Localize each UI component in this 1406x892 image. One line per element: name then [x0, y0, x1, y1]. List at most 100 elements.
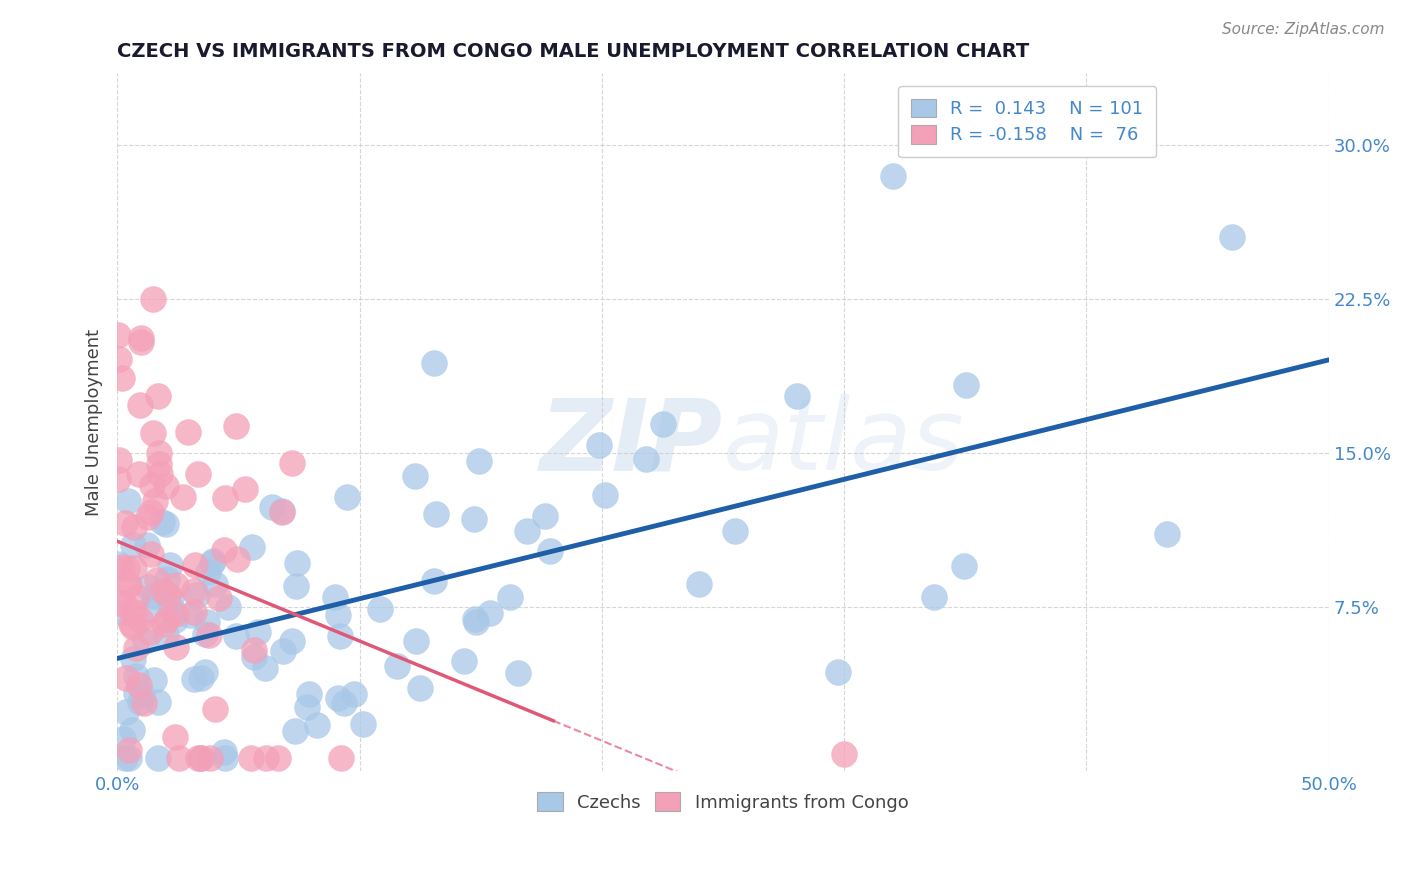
Point	[136, 509, 159, 524]
Point	[111, 606, 134, 620]
Point	[155, 517, 177, 532]
Point	[1220, 230, 1243, 244]
Point	[121, 723, 143, 738]
Point	[198, 628, 221, 642]
Point	[115, 561, 138, 575]
Point	[212, 543, 235, 558]
Point	[114, 516, 136, 530]
Point	[463, 511, 485, 525]
Point	[651, 417, 673, 431]
Point	[271, 644, 294, 658]
Point	[190, 751, 212, 765]
Point	[153, 617, 176, 632]
Point	[882, 169, 904, 183]
Point	[201, 557, 224, 571]
Point	[114, 751, 136, 765]
Point	[370, 602, 392, 616]
Point	[122, 652, 145, 666]
Point	[120, 617, 142, 632]
Point	[111, 559, 134, 574]
Point	[499, 591, 522, 605]
Point	[141, 478, 163, 492]
Point	[122, 538, 145, 552]
Point	[233, 482, 256, 496]
Point	[177, 425, 200, 439]
Point	[281, 456, 304, 470]
Point	[588, 438, 610, 452]
Point	[131, 689, 153, 703]
Point	[253, 661, 276, 675]
Point	[146, 389, 169, 403]
Point	[122, 620, 145, 634]
Point	[955, 378, 977, 392]
Point	[183, 672, 205, 686]
Point	[208, 591, 231, 606]
Point	[125, 685, 148, 699]
Point	[204, 577, 226, 591]
Point	[128, 467, 150, 481]
Point	[201, 554, 224, 568]
Point	[139, 624, 162, 639]
Point	[152, 584, 174, 599]
Point	[922, 591, 945, 605]
Point	[124, 641, 146, 656]
Point	[260, 500, 283, 515]
Point	[118, 577, 141, 591]
Point	[143, 494, 166, 508]
Point	[464, 615, 486, 630]
Point	[333, 696, 356, 710]
Point	[287, 556, 309, 570]
Point	[172, 491, 194, 505]
Point	[634, 451, 657, 466]
Point	[538, 544, 561, 558]
Text: ZIP: ZIP	[540, 394, 723, 491]
Point	[142, 673, 165, 688]
Point	[190, 671, 212, 685]
Point	[165, 607, 187, 621]
Point	[142, 292, 165, 306]
Point	[139, 505, 162, 519]
Point	[214, 751, 236, 765]
Point	[212, 745, 235, 759]
Point	[148, 457, 170, 471]
Point	[328, 607, 350, 622]
Point	[122, 561, 145, 575]
Point	[186, 751, 208, 765]
Point	[225, 551, 247, 566]
Point	[165, 578, 187, 592]
Point	[117, 493, 139, 508]
Point	[156, 572, 179, 586]
Point	[131, 335, 153, 350]
Point	[160, 591, 183, 606]
Point	[145, 574, 167, 588]
Point	[952, 559, 974, 574]
Point	[107, 557, 129, 571]
Point	[204, 701, 226, 715]
Point	[254, 751, 277, 765]
Point	[183, 583, 205, 598]
Text: Source: ZipAtlas.com: Source: ZipAtlas.com	[1222, 22, 1385, 37]
Point	[425, 507, 447, 521]
Point	[129, 612, 152, 626]
Point	[148, 446, 170, 460]
Point	[422, 356, 444, 370]
Point	[243, 643, 266, 657]
Point	[827, 665, 849, 679]
Point	[724, 524, 747, 538]
Point	[118, 743, 141, 757]
Point	[329, 751, 352, 765]
Point	[786, 389, 808, 403]
Point	[478, 606, 501, 620]
Point	[111, 370, 134, 384]
Point	[271, 503, 294, 517]
Point	[267, 751, 290, 765]
Point	[183, 605, 205, 619]
Point	[112, 732, 135, 747]
Point	[163, 731, 186, 745]
Point	[165, 640, 187, 654]
Point	[122, 605, 145, 619]
Point	[343, 686, 366, 700]
Point	[134, 696, 156, 710]
Point	[163, 613, 186, 627]
Point	[160, 601, 183, 615]
